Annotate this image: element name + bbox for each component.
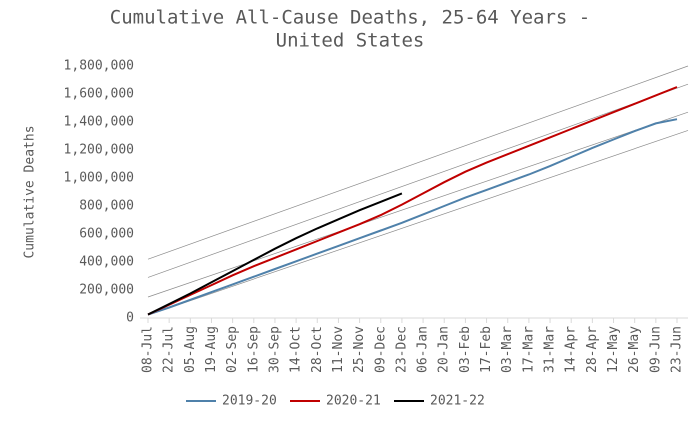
x-tick-label: 02-Sep (225, 326, 240, 373)
y-tick-label: 400,000 (79, 255, 134, 270)
y-tick-label: 1,800,000 (64, 59, 134, 74)
legend-label: 2021-22 (430, 394, 485, 409)
x-tick-label: 05-Aug (183, 326, 198, 373)
y-tick-label: 200,000 (79, 283, 134, 298)
x-tick-label: 08-Jul (141, 326, 156, 373)
x-tick-label: 17-Mar (521, 326, 536, 373)
x-tick-label: 22-Jul (162, 326, 177, 373)
x-tick-label: 28-Oct (310, 326, 325, 373)
x-tick-label: 19-Aug (204, 326, 219, 373)
trend-line (147, 130, 689, 316)
x-tick-label: 31-Mar (543, 326, 558, 373)
y-tick-label: 1,600,000 (64, 87, 134, 102)
series-line (147, 86, 678, 316)
y-axis-label: Cumulative Deaths (23, 125, 38, 258)
trend-line (147, 83, 689, 278)
x-tick-label: 23-Jun (670, 326, 685, 373)
x-tick-label: 28-Apr (585, 326, 600, 373)
y-tick-label: 1,000,000 (64, 171, 134, 186)
x-tick-label: 20-Jan (437, 326, 452, 373)
series-line (147, 118, 678, 316)
x-tick-label: 23-Dec (394, 326, 409, 373)
x-tick-label: 17-Feb (479, 326, 494, 373)
series-line (147, 192, 403, 316)
chart-subtitle: United States (276, 30, 425, 52)
x-tick-label: 25-Nov (352, 326, 367, 373)
x-tick-label: 14-Apr (564, 326, 579, 373)
trend-line (147, 111, 689, 298)
x-tick-label: 30-Sep (267, 326, 282, 373)
legend-label: 2019-20 (222, 394, 277, 409)
x-tick-label: 11-Nov (331, 326, 346, 373)
chart-title: Cumulative All-Cause Deaths, 25-64 Years… (110, 7, 590, 29)
x-tick-label: 12-May (606, 326, 621, 373)
x-tick-label: 06-Jan (416, 326, 431, 373)
x-tick-label: 09-Dec (373, 326, 388, 373)
y-tick-label: 0 (126, 311, 134, 326)
legend-label: 2020-21 (326, 394, 381, 409)
y-tick-label: 1,200,000 (64, 143, 134, 158)
trend-line (147, 65, 689, 260)
x-tick-label: 03-Mar (500, 326, 515, 373)
x-tick-label: 09-Jun (648, 326, 663, 373)
y-tick-label: 800,000 (79, 199, 134, 214)
x-tick-label: 03-Feb (458, 326, 473, 373)
x-tick-label: 16-Sep (246, 326, 261, 373)
y-tick-label: 600,000 (79, 227, 134, 242)
x-tick-label: 26-May (627, 326, 642, 373)
y-tick-label: 1,400,000 (64, 115, 134, 130)
x-tick-label: 14-Oct (289, 326, 304, 373)
